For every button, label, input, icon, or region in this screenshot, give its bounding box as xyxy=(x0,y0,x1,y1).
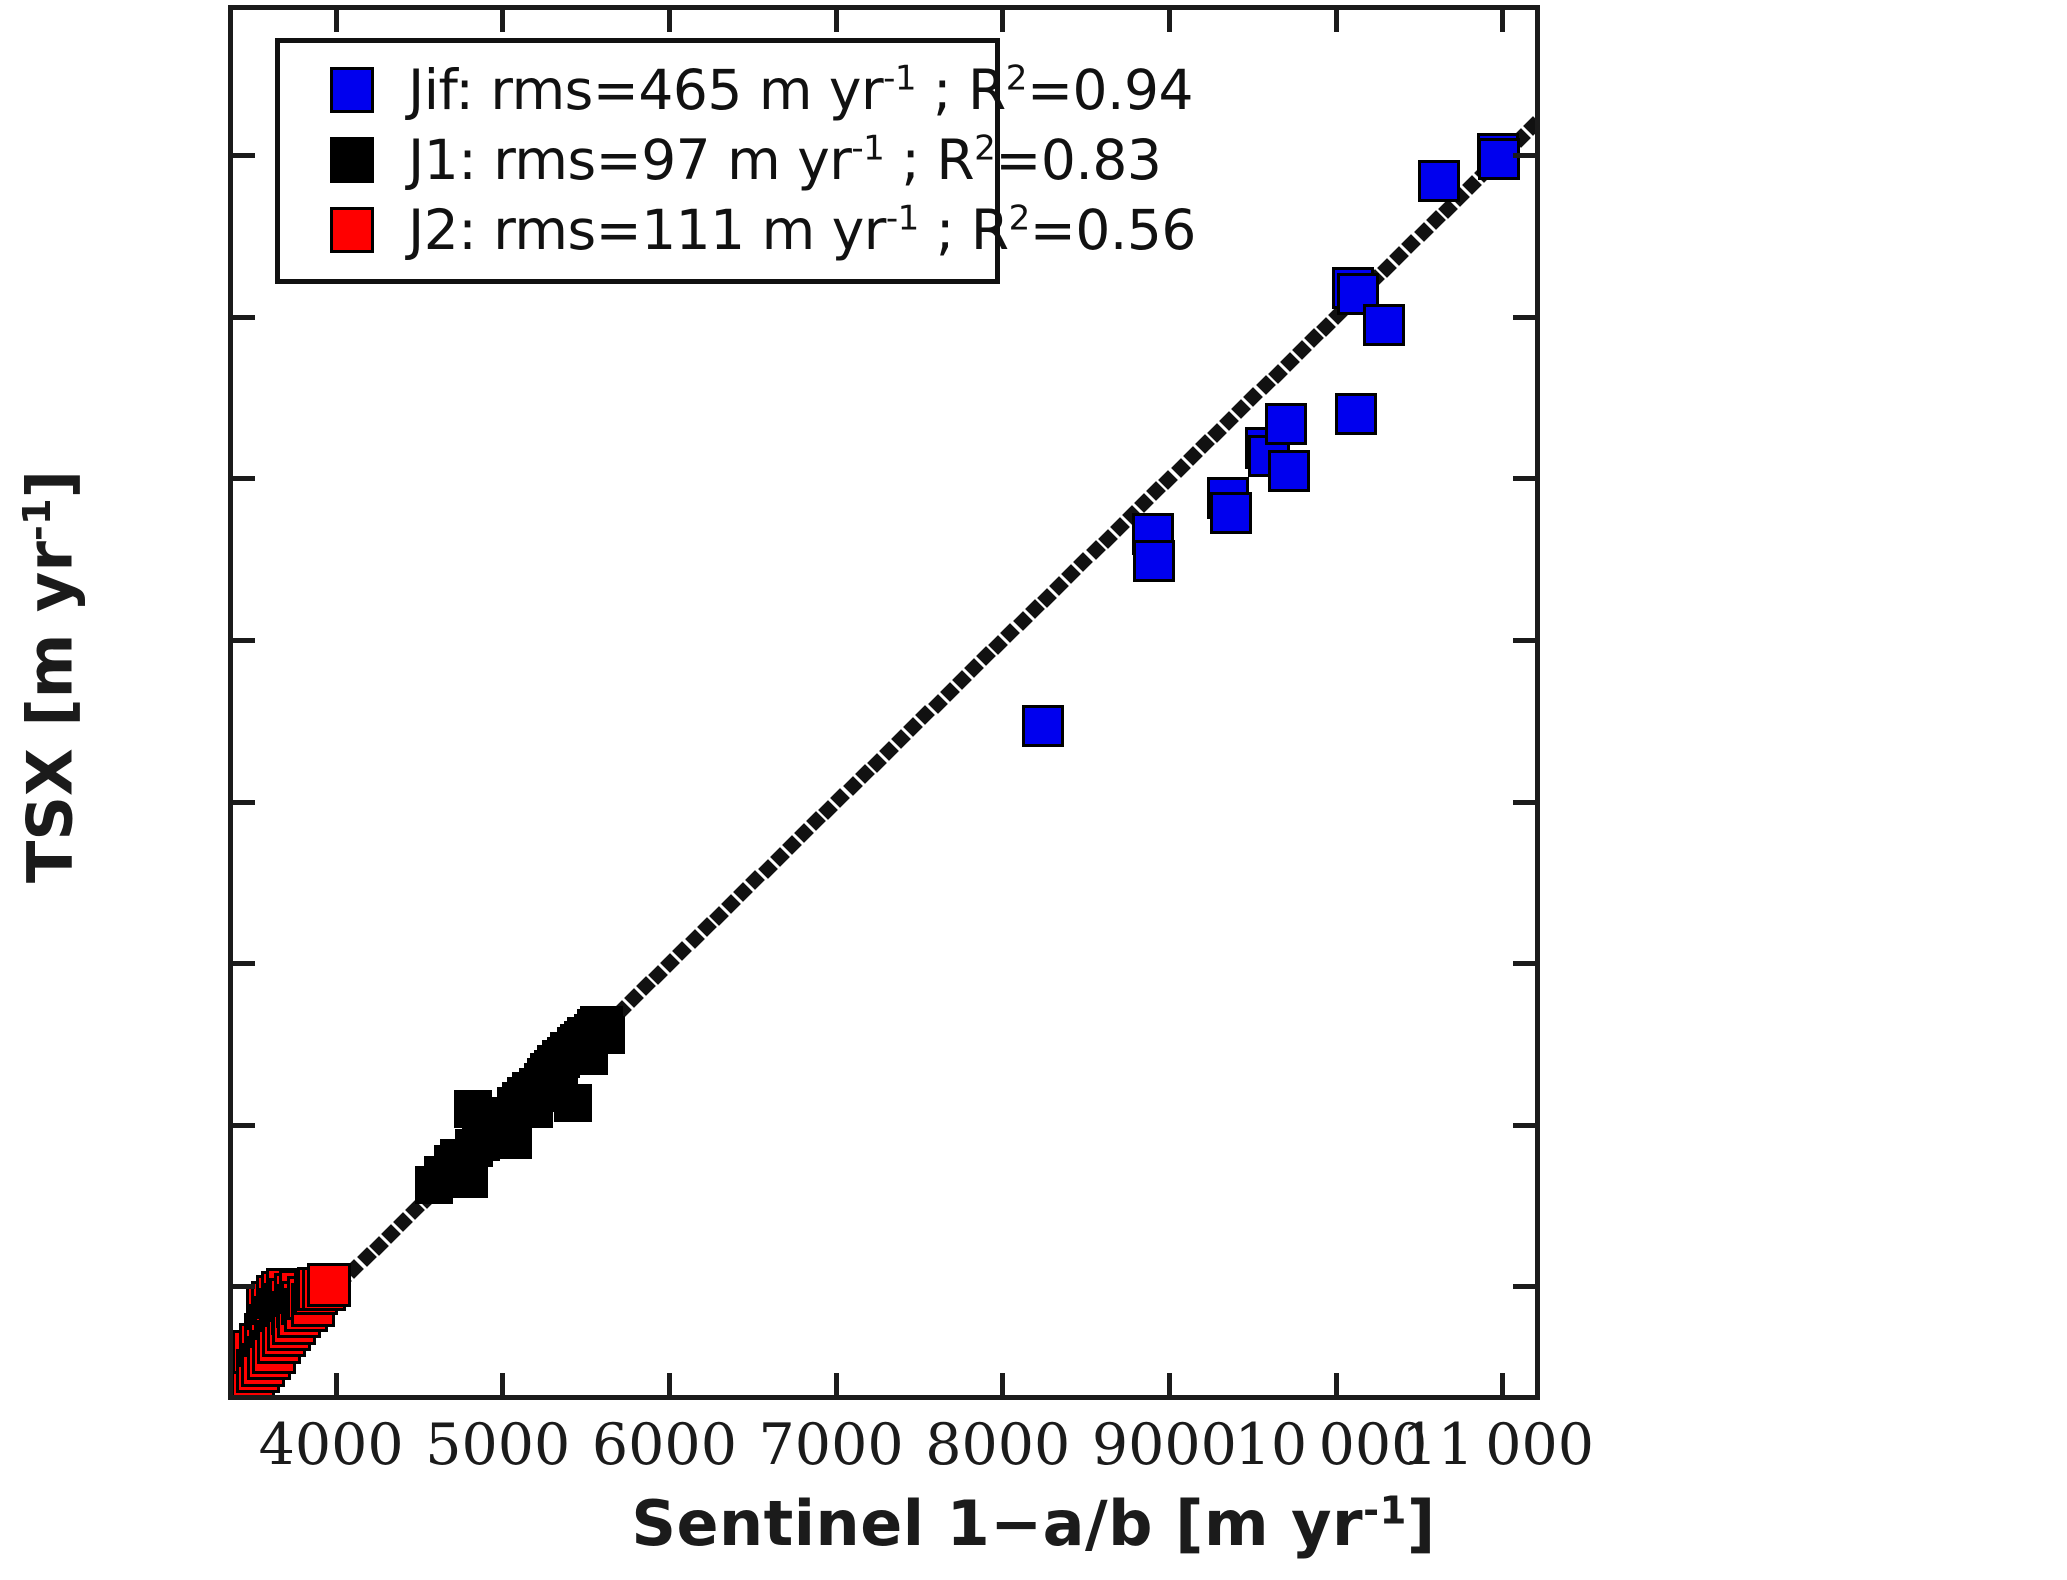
y-tick xyxy=(233,1284,255,1290)
y-axis-title: TSX [m yr-1] xyxy=(14,277,87,1077)
x-tick-top xyxy=(1166,10,1172,32)
x-tick-top xyxy=(500,10,506,32)
y-tick-right xyxy=(1513,637,1535,643)
data-point-jif xyxy=(1363,304,1406,347)
y-tick-right xyxy=(1513,799,1535,805)
legend-label-jif: Jif: rms=465 m yr-1 ; R2=0.94 xyxy=(408,58,1194,122)
x-tick xyxy=(1500,1373,1506,1395)
data-point-j1 xyxy=(587,1015,626,1054)
x-tick-label: 10 000 xyxy=(1234,1412,1428,1478)
x-tick-label: 7000 xyxy=(758,1412,904,1478)
x-axis-title-exponent: -1 xyxy=(1363,1488,1407,1534)
y-tick-right xyxy=(1513,476,1535,482)
y-tick-right xyxy=(1513,314,1535,320)
x-tick-label: 6000 xyxy=(591,1412,737,1478)
x-tick xyxy=(1000,1373,1006,1395)
legend-swatch-jif xyxy=(330,67,374,113)
y-tick xyxy=(233,152,255,158)
y-tick xyxy=(233,476,255,482)
y-tick xyxy=(233,1122,255,1128)
y-tick-right xyxy=(1513,961,1535,967)
data-point-jif xyxy=(1335,393,1378,436)
x-tick-top xyxy=(833,10,839,32)
y-axis-title-exponent: -1 xyxy=(14,498,60,542)
legend-row[interactable]: J2: rms=111 m yr-1 ; R2=0.56 xyxy=(296,195,1196,265)
data-point-j1 xyxy=(553,1083,592,1122)
data-point-jif xyxy=(1265,402,1308,445)
x-tick-top xyxy=(666,10,672,32)
x-tick-label: 4000 xyxy=(258,1412,404,1478)
x-tick-label: 9000 xyxy=(1091,1412,1237,1478)
data-point-jif xyxy=(1478,137,1521,180)
x-tick xyxy=(1333,1373,1339,1395)
y-tick xyxy=(233,314,255,320)
x-tick-label: 11 000 xyxy=(1401,1412,1595,1478)
y-tick xyxy=(233,961,255,967)
data-point-jif xyxy=(1210,491,1253,534)
legend: Jif: rms=465 m yr-1 ; R2=0.94 J1: rms=97… xyxy=(275,38,1196,284)
x-axis-title-tail: ] xyxy=(1406,1487,1436,1560)
x-tick-label: 8000 xyxy=(925,1412,1071,1478)
y-tick xyxy=(233,637,255,643)
x-tick xyxy=(833,1373,839,1395)
y-tick-right xyxy=(1513,152,1535,158)
x-tick-top xyxy=(1000,10,1006,32)
y-axis-title-main: TSX [m yr xyxy=(13,541,87,883)
data-point-jif xyxy=(1268,449,1311,492)
data-point-jif xyxy=(1021,705,1064,748)
y-tick-right xyxy=(1513,1284,1535,1290)
data-point-jif xyxy=(1133,540,1176,583)
x-axis-title-main: Sentinel 1−a/b [m yr xyxy=(631,1487,1364,1560)
x-tick-top xyxy=(1500,10,1506,32)
legend-swatch-j2 xyxy=(330,207,374,253)
x-tick-top xyxy=(333,10,339,32)
x-tick xyxy=(500,1373,506,1395)
x-tick xyxy=(666,1373,672,1395)
y-axis-title-tail: ] xyxy=(13,470,87,499)
legend-swatch-j1 xyxy=(330,137,374,183)
legend-label-j1: J1: rms=97 m yr-1 ; R2=0.83 xyxy=(408,128,1162,192)
data-point-j2 xyxy=(307,1263,352,1308)
x-tick xyxy=(1166,1373,1172,1395)
y-tick xyxy=(233,799,255,805)
x-tick-label: 5000 xyxy=(425,1412,571,1478)
x-tick xyxy=(333,1373,339,1395)
legend-label-j2: J2: rms=111 m yr-1 ; R2=0.56 xyxy=(408,198,1196,262)
plot-area xyxy=(233,10,1535,1395)
y-tick-right xyxy=(1513,1122,1535,1128)
legend-row[interactable]: J1: rms=97 m yr-1 ; R2=0.83 xyxy=(296,125,1162,195)
x-tick-top xyxy=(1333,10,1339,32)
data-point-jif xyxy=(1418,160,1461,203)
x-axis-title: Sentinel 1−a/b [m yr-1] xyxy=(0,1487,2067,1560)
legend-row[interactable]: Jif: rms=465 m yr-1 ; R2=0.94 xyxy=(296,55,1194,125)
